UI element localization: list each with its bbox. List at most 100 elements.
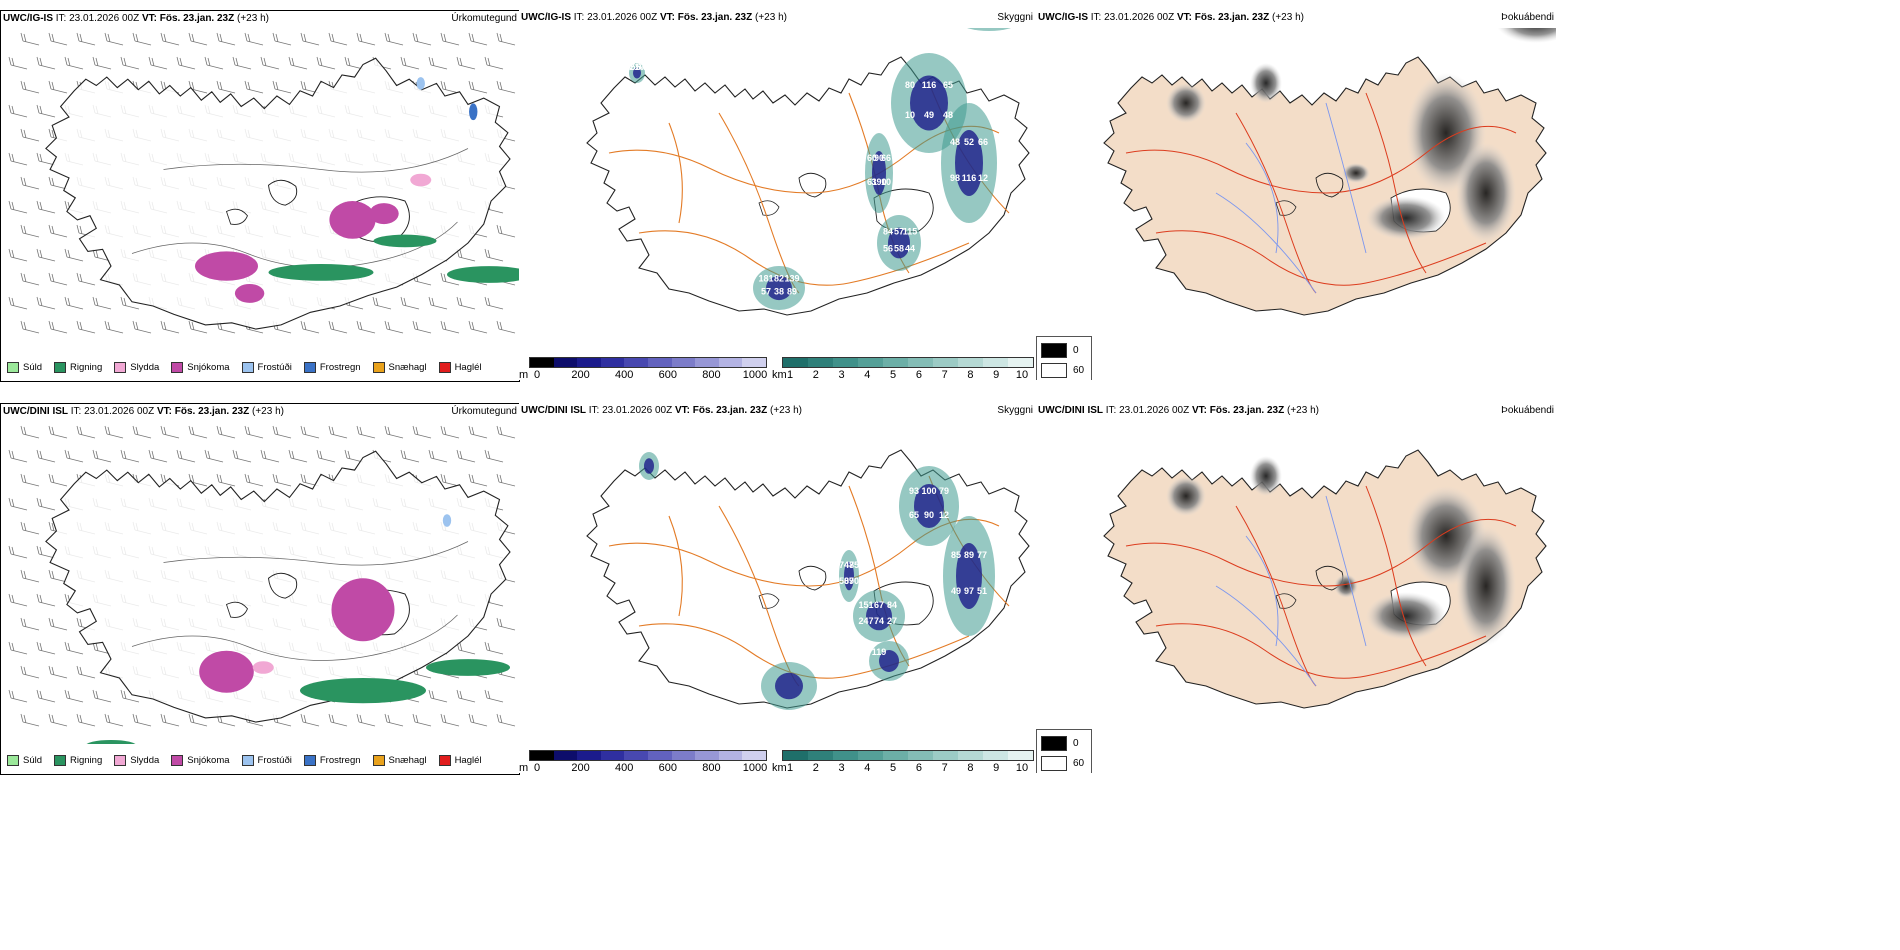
wind-barb (36, 248, 56, 262)
wind-barb (160, 320, 180, 334)
wind-barb (132, 713, 152, 727)
snow-area (234, 283, 265, 303)
legend-swatch (7, 362, 19, 373)
cloud-base-label: 87 (844, 576, 854, 586)
wind-barb (344, 56, 364, 70)
wind-barb (244, 473, 264, 487)
wind-barb (484, 449, 504, 463)
legend-swatch (241, 362, 254, 373)
colorbar-tick: 4 (864, 762, 871, 774)
cloud-base-label: 38 (774, 287, 784, 297)
legend-swatch (438, 362, 451, 373)
wind-barb (160, 425, 180, 439)
panel-name: Úrkomutegund (451, 13, 517, 24)
wind-barb (36, 152, 56, 166)
wind-barb (20, 128, 40, 142)
panel-name: Þokuábendi (1501, 12, 1554, 23)
wind-barb (36, 56, 56, 70)
wind-barb (484, 248, 504, 262)
legend-label: Snæhagl (388, 755, 427, 766)
wind-barb (288, 449, 308, 463)
legend-item: Snjókoma (171, 362, 230, 373)
wind-barb (36, 545, 56, 559)
cloud-base-label: 60 (867, 153, 877, 163)
wind-barb (36, 449, 56, 463)
legend-swatch (372, 755, 385, 766)
cloud-base-label: 52 (964, 137, 974, 147)
colorbar-tick: 6 (915, 369, 922, 381)
wind-barb (412, 320, 432, 334)
wind-barb (48, 32, 68, 46)
snow-area (194, 251, 258, 281)
cloud-base-label: 84 (883, 227, 893, 237)
snow-area (331, 578, 395, 642)
wind-barb (216, 425, 236, 439)
colorbar-unit: m (519, 369, 529, 381)
rain-area (268, 264, 374, 281)
fog-area (1166, 476, 1206, 516)
legend-swatch (241, 755, 254, 766)
colorbar-gradient (782, 357, 1034, 368)
fog-legend-max: 60 (1073, 365, 1085, 376)
colorbar-tick: 2 (812, 762, 819, 774)
wind-barb (456, 641, 476, 655)
wind-barb (468, 713, 488, 727)
panel-name: Skyggni (997, 12, 1033, 23)
legend-swatch (54, 362, 67, 373)
fog-area (1366, 592, 1446, 640)
wind-barb (468, 425, 488, 439)
wind-barb (328, 320, 348, 334)
cloud-base-label: 10 (881, 177, 891, 187)
snow-area (329, 200, 376, 239)
legend-item: Haglél (438, 755, 482, 766)
legend-label: Snjókoma (187, 362, 230, 373)
wind-barb (440, 80, 460, 94)
wind-barb (496, 425, 516, 439)
glacier-outline (798, 172, 827, 198)
wind-barb (48, 80, 68, 94)
legend-label: Snæhagl (388, 362, 427, 373)
legend-label: Súld (23, 755, 43, 766)
wind-barb (468, 320, 488, 334)
wind-barb (8, 248, 28, 262)
wind-barb (216, 32, 236, 46)
wind-barb (300, 32, 320, 46)
wind-barb (8, 56, 28, 70)
road (131, 614, 458, 661)
legend-label: Snjókoma (187, 755, 230, 766)
wind-barb (20, 272, 40, 286)
wind-barb (188, 32, 208, 46)
wind-barb (272, 80, 292, 94)
wind-barb (428, 689, 448, 703)
legend-swatch (438, 755, 451, 766)
wind-barb (8, 641, 28, 655)
panel-title: UWC/DINI ISL IT: 23.01.2026 00Z VT: Fös.… (521, 405, 802, 416)
rivers (1215, 102, 1367, 294)
road (668, 515, 683, 617)
glacier-outline (758, 200, 780, 216)
panel-title: UWC/IG-IS IT: 23.01.2026 00Z VT: Fös. 23… (1038, 12, 1304, 23)
wind-barb (440, 713, 460, 727)
wind-barb (188, 320, 208, 334)
low-ceiling-area (955, 130, 983, 196)
wind-barb (132, 320, 152, 334)
colorbar-gradient (782, 750, 1034, 761)
wind-barb (496, 617, 516, 631)
wind-barb (328, 425, 348, 439)
cloud-base-label: 58 (894, 243, 904, 253)
wind-barb (384, 425, 404, 439)
cloud-base-label: 44 (905, 243, 915, 253)
legend-item: Haglél (438, 362, 482, 373)
visibility-fields (629, 28, 1011, 310)
colorbar-tick: 800 (702, 369, 721, 381)
colorbar-tick: 600 (658, 762, 677, 774)
colorbar-tick: 7 (941, 762, 948, 774)
wind-barb (484, 56, 504, 70)
legend-item: Frostregn (303, 362, 361, 373)
wind-barb (8, 152, 28, 166)
wind-barb (20, 713, 40, 727)
cloud-base-label: 57 (894, 227, 904, 237)
wind-barb (76, 320, 96, 334)
wind-barb (456, 296, 476, 310)
